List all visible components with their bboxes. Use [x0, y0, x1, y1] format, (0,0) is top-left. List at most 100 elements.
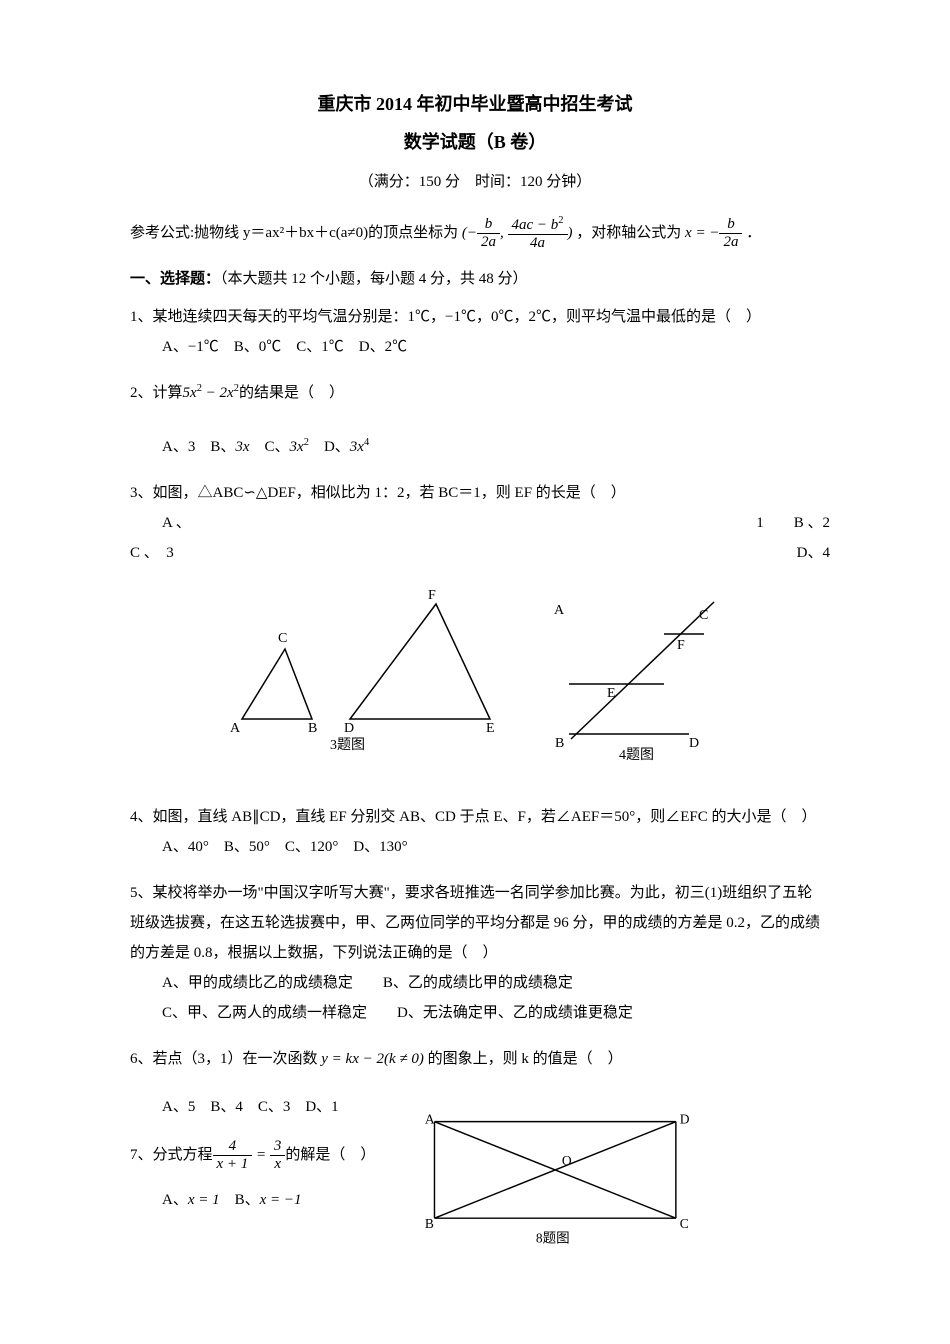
vertex-comma: , — [500, 225, 508, 241]
line-diag — [571, 602, 714, 739]
triangle-abc — [242, 649, 312, 719]
q7-ob: B、 — [220, 1192, 260, 1208]
q2-otb: 3x — [235, 439, 249, 455]
q4-text: 4、如图，直线 AB∥CD，直线 EF 分别交 AB、CD 于点 E、F，若∠A… — [130, 802, 820, 832]
lblA: A — [230, 721, 241, 736]
vertex-frac2: 4ac − b24a — [508, 215, 568, 253]
q2-suffix: 的结果是（ ） — [239, 385, 344, 401]
q3-opts: A 、 1 B 、2 C 、 3 D、4 — [130, 508, 820, 568]
q7-prefix: 7、分式方程 — [130, 1147, 213, 1163]
formula-prefix: 参考公式:抛物线 y＝ax²＋bx＋c(a≠0)的顶点坐标为 — [130, 225, 458, 241]
q2-ota: A、3 B、 — [162, 439, 235, 455]
q4B: B — [555, 736, 564, 751]
vertex-num2-text: 4ac − b — [512, 217, 559, 233]
q7-n1: 4 — [213, 1138, 253, 1156]
axis-formula: x = −b2a — [685, 225, 746, 241]
triangle-def — [350, 604, 490, 719]
q6-suffix: 的图象上，则 k 的值是（ ） — [424, 1051, 623, 1067]
q7-n2: 3 — [270, 1138, 286, 1156]
fig3-label: 3题图 — [330, 738, 365, 753]
question-5: 5、某校将举办一场"中国汉字听写大赛"，要求各班推选一名同学参加比赛。为此，初三… — [130, 878, 820, 1028]
q2-otd: 3x4 — [350, 439, 369, 455]
section1-label: 一、选择题： — [130, 271, 220, 287]
vertex-sup: 2 — [558, 215, 563, 226]
q3-otb: B 、2 — [794, 515, 830, 531]
q2-expr: 5x2 − 2x2 — [183, 385, 239, 401]
vertex-rp: ) — [568, 225, 573, 241]
fig4-label: 4题图 — [619, 748, 654, 763]
vertex-num1: b — [477, 216, 500, 234]
lblE: E — [486, 721, 495, 736]
title-main: 重庆市 2014 年初中毕业暨高中招生考试 — [130, 90, 820, 116]
axis-num: b — [719, 216, 742, 234]
fig8-label: 8题图 — [536, 1230, 570, 1245]
q2-otdp: D、 — [309, 439, 350, 455]
axis-frac: b2a — [719, 216, 742, 252]
vertex-den1: 2a — [477, 234, 500, 251]
q3-otc: C 、 3 — [130, 545, 174, 561]
q2-otc: 3x2 — [290, 439, 309, 455]
q3-text: 3、如图，△ABC∽△DEF，相似比为 1：2，若 BC＝1，则 EF 的长是（… — [130, 478, 820, 508]
q7-eq: = — [252, 1147, 270, 1163]
q6-prefix: 6、若点（3，1）在一次函数 — [130, 1051, 321, 1067]
q2-e1: 5x — [183, 385, 197, 401]
q2-minus: − 2x — [202, 385, 234, 401]
q8A: A — [425, 1112, 435, 1127]
q7-frac1: 4x + 1 — [213, 1138, 253, 1174]
vertex-frac1: b2a — [477, 216, 500, 252]
q8B: B — [425, 1215, 434, 1230]
q5-opt2: C、甲、乙两人的成绩一样稳定 D、无法确定甲、乙的成绩谁更稳定 — [130, 998, 820, 1028]
q3-otd: D、4 — [797, 538, 830, 568]
section1-desc: （本大题共 12 个小题，每小题 4 分，共 48 分） — [220, 271, 528, 287]
q2-otde: 4 — [364, 437, 369, 448]
q7-suffix: 的解是（ ） — [285, 1147, 375, 1163]
lblC: C — [278, 631, 287, 646]
title-sub: 数学试题（B 卷） — [130, 128, 820, 154]
q7-obv: x = −1 — [260, 1192, 302, 1208]
vertex-formula: (−b2a, 4ac − b24a) — [462, 225, 576, 241]
axis-prefix: x = − — [685, 225, 719, 241]
q4A: A — [554, 603, 565, 618]
q7-d2: x — [270, 1156, 286, 1173]
q7-d1: x + 1 — [213, 1156, 253, 1173]
formula-intro: 参考公式:抛物线 y＝ax²＋bx＋c(a≠0)的顶点坐标为 (−b2a, 4a… — [130, 215, 820, 253]
q7-oa: A、 — [162, 1192, 188, 1208]
question-2: 2、计算5x2 − 2x2的结果是（ ） A、3 B、3x C、3x2 D、3x… — [130, 378, 820, 462]
vertex-num2: 4ac − b2 — [508, 215, 568, 235]
question-3: 3、如图，△ABC∽△DEF，相似比为 1：2，若 BC＝1，则 EF 的长是（… — [130, 478, 820, 568]
q3-av: 1 — [756, 515, 764, 531]
q8O: O — [562, 1153, 572, 1168]
q4-opts: A、40° B、50° C、120° D、130° — [130, 832, 820, 862]
formula-mid: ，对称轴公式为 — [576, 225, 681, 241]
section-header: 一、选择题：（本大题共 12 个小题，每小题 4 分，共 48 分） — [130, 267, 820, 288]
q3-right: 1 B 、2 — [756, 508, 830, 538]
q2-prefix: 2、计算 — [130, 385, 183, 401]
q5-text: 5、某校将举办一场"中国汉字听写大赛"，要求各班推选一名同学参加比赛。为此，初三… — [130, 878, 820, 968]
figure-q3: A B C D E F 3题图 — [200, 584, 520, 754]
question-6: 6、若点（3，1）在一次函数 y = kx − 2(k ≠ 0) 的图象上，则 … — [130, 1044, 820, 1122]
q4C: C — [699, 608, 708, 623]
question-4: 4、如图，直线 AB∥CD，直线 EF 分别交 AB、CD 于点 E、F，若∠A… — [130, 802, 820, 862]
q4E: E — [607, 686, 616, 701]
q2-otcp: C、 — [250, 439, 290, 455]
q1-opts: A、−1℃ B、0℃ C、1℃ D、2℃ — [130, 332, 820, 362]
q2-otdt: 3x — [350, 439, 364, 455]
lblB: B — [308, 721, 317, 736]
q2-opts: A、3 B、3x C、3x2 D、3x4 — [130, 432, 820, 462]
vertex-lp: (− — [462, 225, 477, 241]
title-info: （满分：150 分 时间：120 分钟） — [130, 170, 820, 191]
q8C: C — [680, 1215, 689, 1230]
q7-frac2: 3x — [270, 1138, 286, 1174]
q8D: D — [680, 1112, 690, 1127]
figure-q8: A D B C O 8题图 — [420, 1112, 700, 1252]
q6-expr: y = kx − 2(k ≠ 0) — [321, 1051, 424, 1067]
lblF: F — [428, 588, 436, 603]
question-1: 1、某地连续四天每天的平均气温分别是：1℃，−1℃，0℃，2℃，则平均气温中最低… — [130, 302, 820, 362]
figure-q4: A B C D E F 4题图 — [529, 584, 729, 774]
lblD: D — [344, 721, 354, 736]
q5-opt1: A、甲的成绩比乙的成绩稳定 B、乙的成绩比甲的成绩稳定 — [130, 968, 820, 998]
q2-otct: 3x — [290, 439, 304, 455]
q4F: F — [677, 638, 685, 653]
formula-suffix: ． — [746, 225, 761, 241]
q4D: D — [689, 736, 699, 751]
